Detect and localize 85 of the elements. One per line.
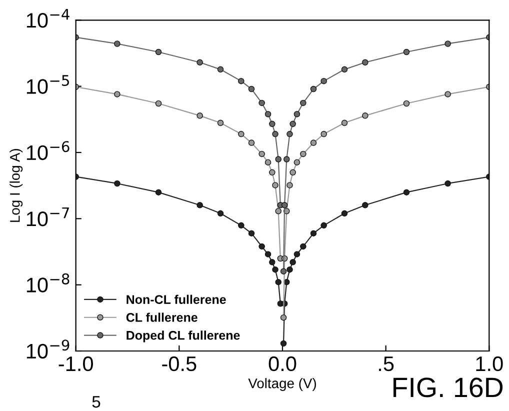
legend-label: CL fullerene <box>126 312 198 322</box>
point <box>444 91 451 98</box>
point <box>264 110 272 118</box>
point <box>290 259 296 266</box>
point <box>444 180 451 187</box>
legend-label: Doped CL fullerene <box>126 330 240 342</box>
point <box>362 112 368 119</box>
point <box>264 159 272 166</box>
point <box>258 150 265 158</box>
point <box>155 189 162 196</box>
x-tick-label: -0.5 <box>162 356 196 372</box>
point <box>114 40 120 47</box>
point <box>320 130 327 138</box>
point <box>196 202 203 208</box>
point <box>264 251 272 258</box>
point <box>280 340 287 347</box>
x-axis-title: Voltage (V) <box>248 378 316 391</box>
point <box>286 130 293 138</box>
point <box>155 48 162 56</box>
y-tick-label: 10$^{−6}$ <box>26 141 70 160</box>
point <box>290 120 296 128</box>
point <box>275 278 282 286</box>
point <box>444 40 451 47</box>
point <box>281 202 288 208</box>
point <box>286 266 293 273</box>
point <box>217 210 224 217</box>
point <box>403 48 410 56</box>
point <box>280 314 287 321</box>
point <box>300 150 306 158</box>
point <box>258 100 265 106</box>
point <box>248 140 255 146</box>
y-tick-label: 10$^{−8}$ <box>26 273 70 292</box>
point <box>294 251 300 258</box>
point <box>320 78 327 84</box>
x-tick-label: 0.0 <box>268 356 296 372</box>
point <box>272 130 278 138</box>
point <box>258 243 265 250</box>
x-tick-label: -1.0 <box>58 356 93 372</box>
point <box>286 182 293 188</box>
point <box>300 243 306 250</box>
point <box>341 66 348 73</box>
x-tick-label: .5 <box>379 356 394 372</box>
text: 5 <box>92 396 100 408</box>
y-tick-label: 10$^{−7}$ <box>26 207 69 226</box>
y-tick-label: 10$^{−4}$ <box>26 8 70 28</box>
point <box>248 86 255 92</box>
y-axis-title: Log I (log A) <box>10 148 23 222</box>
point <box>403 100 410 107</box>
point <box>196 112 203 119</box>
point <box>275 156 282 162</box>
point <box>238 78 244 84</box>
point <box>341 120 348 126</box>
point <box>294 159 300 166</box>
point <box>248 230 255 236</box>
point <box>300 100 306 106</box>
point <box>269 259 276 266</box>
point <box>284 156 290 162</box>
point <box>310 230 317 236</box>
point <box>269 169 276 176</box>
point <box>217 66 224 73</box>
point <box>272 182 278 188</box>
point <box>280 268 287 274</box>
point <box>238 222 244 229</box>
legend-label: Non-CL fullerene <box>126 294 226 304</box>
point <box>114 91 120 98</box>
point <box>290 169 296 176</box>
point <box>155 100 162 107</box>
x-tick-label: 1.0 <box>476 356 503 372</box>
point <box>310 86 317 92</box>
point <box>269 120 276 128</box>
point <box>294 110 300 118</box>
point <box>272 266 278 273</box>
point <box>362 202 368 208</box>
point <box>320 222 327 229</box>
point <box>114 180 120 187</box>
point <box>217 120 224 126</box>
y-tick-label: 10$^{−5}$ <box>26 75 69 94</box>
point <box>196 59 203 66</box>
caption: FIG. 16D <box>394 378 503 398</box>
point <box>310 140 317 146</box>
point <box>403 189 410 196</box>
point <box>238 130 244 138</box>
point <box>362 59 368 66</box>
point <box>275 208 282 214</box>
point <box>341 210 348 217</box>
